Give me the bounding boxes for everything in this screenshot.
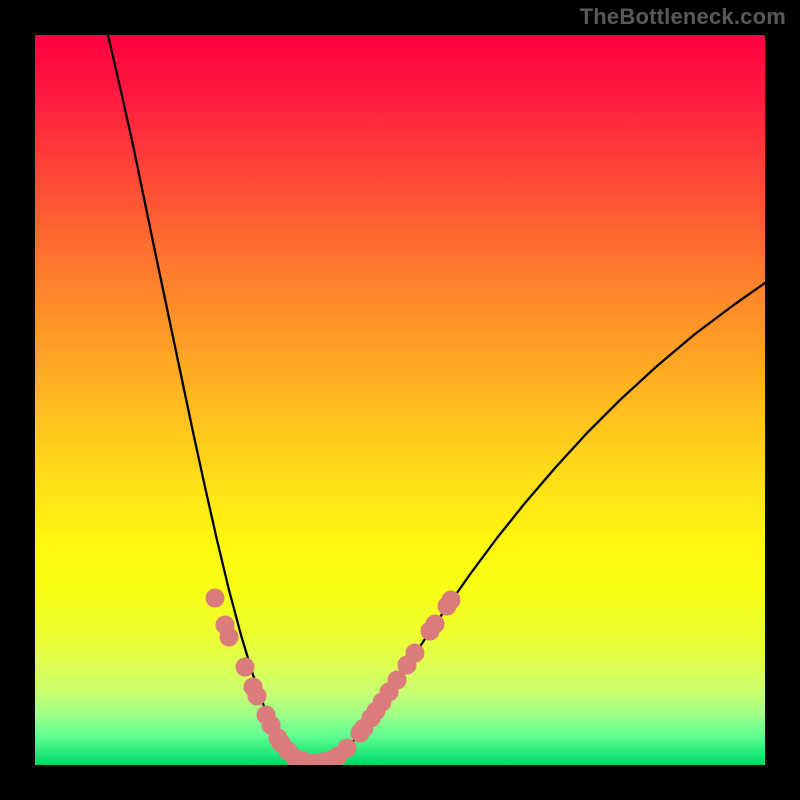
outer-frame: TheBottleneck.com bbox=[0, 0, 800, 800]
data-marker bbox=[442, 591, 460, 609]
data-marker bbox=[206, 589, 224, 607]
data-marker bbox=[236, 658, 254, 676]
chart-svg bbox=[35, 35, 765, 765]
data-marker bbox=[338, 739, 356, 757]
plot-area bbox=[35, 35, 765, 765]
watermark-text: TheBottleneck.com bbox=[580, 4, 786, 30]
data-marker bbox=[220, 628, 238, 646]
data-marker bbox=[426, 615, 444, 633]
chart-background bbox=[35, 35, 765, 765]
data-marker bbox=[406, 644, 424, 662]
data-marker bbox=[248, 687, 266, 705]
